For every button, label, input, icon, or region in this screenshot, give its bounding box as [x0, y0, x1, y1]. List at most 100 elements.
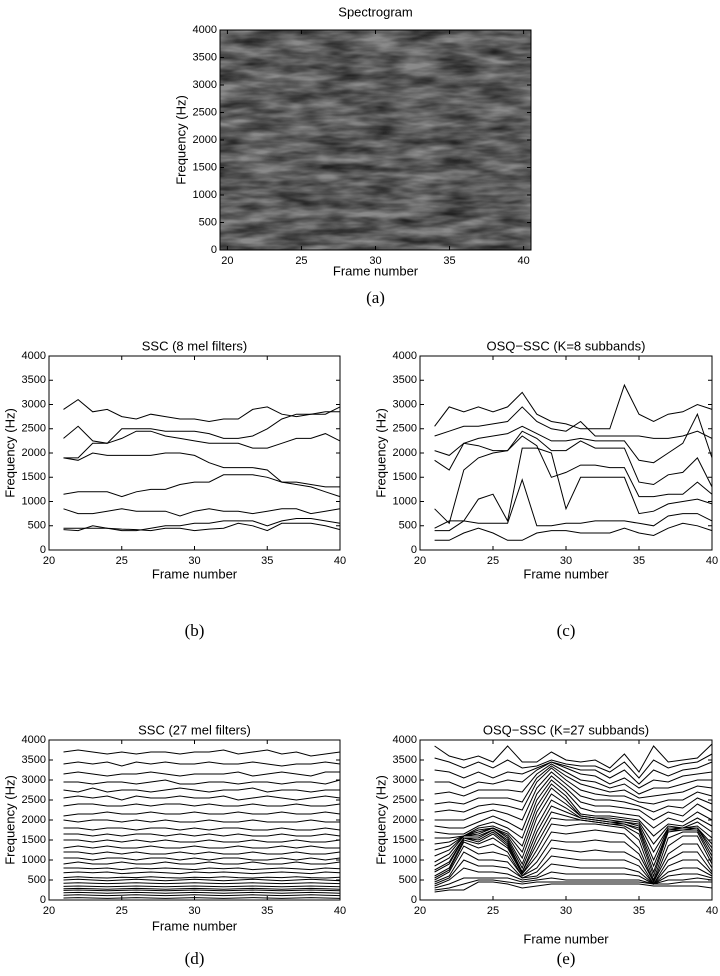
y-tick-label: 1000 — [393, 854, 417, 866]
y-tick-label: 1000 — [393, 495, 417, 507]
y-tick-label: 0 — [411, 894, 417, 906]
series-line — [434, 851, 713, 885]
y-tick-label: 1500 — [22, 834, 46, 846]
series-line — [63, 897, 341, 899]
series-line — [434, 753, 713, 779]
y-tick-label: 2500 — [22, 423, 46, 435]
x-tick-label: 25 — [116, 905, 128, 917]
series-line — [63, 474, 341, 498]
series-line — [434, 522, 713, 541]
series-line — [63, 851, 341, 855]
x-tick-label: 20 — [414, 555, 426, 567]
x-tick-label: 40 — [706, 905, 718, 917]
series-line — [63, 882, 341, 885]
y-tick-label: 0 — [40, 894, 46, 906]
x-tick-label: 35 — [261, 905, 273, 917]
series-line — [63, 889, 341, 892]
y-tick-label: 1000 — [22, 495, 46, 507]
y-tick-label: 1000 — [22, 854, 46, 866]
y-tick-label: 3000 — [193, 79, 217, 91]
series-line — [434, 775, 713, 831]
series-line — [63, 508, 341, 517]
chart-title: OSQ−SSC (K=27 subbands) — [483, 722, 649, 737]
series-line — [63, 845, 340, 849]
y-tick-label: 3000 — [393, 398, 417, 410]
series-line — [434, 779, 713, 839]
series-line — [434, 435, 713, 525]
series-line — [434, 761, 713, 785]
x-axis-label: Frame number — [523, 566, 609, 581]
x-tick-label: 20 — [221, 255, 233, 267]
x-axis-label: Frame number — [152, 566, 238, 581]
y-tick-label: 3500 — [22, 374, 46, 386]
x-axis-label: Frame number — [523, 931, 609, 946]
series-line — [63, 761, 341, 767]
y-tick-label: 3000 — [393, 774, 417, 786]
series-line — [63, 522, 341, 532]
y-tick-label: 1500 — [193, 161, 217, 173]
x-tick-label: 20 — [43, 905, 55, 917]
y-tick-label: 1500 — [22, 471, 46, 483]
series-line — [63, 787, 340, 793]
series-line — [63, 894, 341, 897]
chart-title: SSC (8 mel filters) — [142, 338, 247, 353]
series-line — [434, 859, 713, 885]
series-line — [434, 881, 713, 893]
series-line — [63, 803, 341, 807]
y-tick-label: 2000 — [22, 814, 46, 826]
y-tick-label: 4000 — [393, 734, 417, 746]
x-tick-label: 35 — [261, 555, 273, 567]
x-tick-label: 40 — [334, 905, 346, 917]
caption: (a) — [366, 288, 385, 307]
y-tick-label: 4000 — [22, 350, 46, 362]
y-tick-label: 2000 — [22, 447, 46, 459]
series-line — [63, 827, 341, 831]
series-line — [63, 878, 341, 882]
series-line — [434, 829, 713, 884]
series-line — [434, 743, 713, 773]
x-tick-label: 30 — [188, 555, 200, 567]
y-tick-label: 3500 — [193, 51, 217, 63]
y-axis-label: Frequency (Hz) — [2, 775, 17, 865]
series-line — [434, 771, 713, 821]
series-line — [63, 811, 341, 817]
y-axis-label: Frequency (Hz) — [2, 408, 17, 498]
series-line — [63, 867, 341, 871]
series-line — [434, 412, 713, 464]
series-line — [63, 452, 340, 488]
caption: (b) — [185, 621, 205, 640]
series-line — [434, 478, 713, 532]
series-line — [434, 767, 713, 813]
series-line — [434, 383, 713, 430]
y-tick-label: 2000 — [193, 134, 217, 146]
y-tick-label: 500 — [28, 520, 46, 532]
series-line — [434, 763, 712, 797]
series-line — [63, 819, 340, 823]
series-line — [63, 871, 341, 875]
series-line — [63, 887, 341, 890]
y-tick-label: 1500 — [393, 471, 417, 483]
x-tick-label: 20 — [414, 905, 426, 917]
series-line — [63, 411, 340, 444]
series-line — [63, 891, 341, 894]
x-tick-label: 40 — [706, 555, 718, 567]
y-tick-label: 2500 — [393, 794, 417, 806]
series-line — [434, 823, 713, 882]
y-tick-label: 0 — [411, 544, 417, 556]
series-line — [63, 779, 341, 785]
y-tick-label: 4000 — [193, 24, 217, 36]
series-line — [63, 771, 340, 777]
series-line — [63, 749, 341, 757]
y-tick-label: 3500 — [393, 754, 417, 766]
y-tick-label: 4000 — [22, 734, 46, 746]
series-line — [63, 398, 341, 423]
y-axis-label: Frequency (Hz) — [173, 95, 188, 185]
series-line — [434, 879, 712, 891]
series-line — [434, 783, 713, 847]
series-line — [63, 861, 341, 865]
series-line — [434, 761, 713, 789]
y-axis-label: Frequency (Hz) — [373, 408, 388, 498]
series-line — [63, 430, 341, 459]
y-axis-label: Frequency (Hz) — [373, 775, 388, 865]
